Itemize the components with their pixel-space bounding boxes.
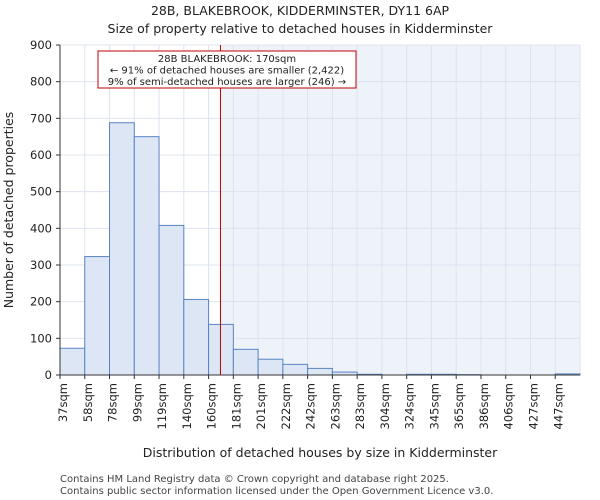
y-tick-label: 500 [30, 185, 52, 199]
y-tick-label: 100 [30, 331, 52, 345]
plot-area: 0 100 200 300 400 500 600 700 800 900 37sqm 58sqm 78… [30, 38, 581, 429]
x-tick-label: 181sqm [229, 383, 243, 429]
bar-37sqm [59, 347, 86, 376]
bar-222sqm [282, 363, 309, 376]
bar-119sqm [158, 224, 185, 376]
x-tick-label: 263sqm [328, 383, 342, 429]
y-tick-label: 300 [30, 258, 52, 272]
annotation-line-3: 9% of semi-detached houses are larger (2… [108, 77, 346, 88]
x-tick-label: 37sqm [56, 383, 70, 422]
x-axis-label: Distribution of detached houses by size … [143, 445, 498, 460]
highlight-region [220, 45, 580, 375]
y-tick-label: 800 [30, 75, 52, 89]
annotation-box [97, 50, 357, 89]
x-tick-label: 427sqm [527, 383, 541, 429]
y-tick-label: 900 [30, 38, 52, 52]
y-tick-label: 700 [30, 111, 52, 125]
annotation-line-2: ← 91% of detached houses are smaller (2,… [110, 66, 344, 77]
x-tick-label: 99sqm [130, 383, 144, 422]
x-tick-label: 78sqm [106, 383, 120, 422]
footer-line-2: Contains public sector information licen… [60, 486, 493, 497]
y-tick-label: 600 [30, 148, 52, 162]
x-tick-label: 386sqm [477, 383, 491, 429]
x-tick-label: 58sqm [81, 383, 95, 422]
footer-line-1: Contains HM Land Registry data © Crown c… [60, 474, 449, 485]
y-tick-label: 200 [30, 295, 52, 309]
x-tick-label: 324sqm [403, 383, 417, 429]
bar-242sqm [307, 367, 333, 376]
x-tick-label: 222sqm [279, 383, 293, 429]
x-tick-label: 119sqm [155, 383, 169, 429]
y-tick-label: 400 [30, 221, 52, 235]
x-tick-label: 201sqm [254, 383, 268, 429]
bar-58sqm [84, 256, 111, 376]
x-tick-label: 283sqm [353, 383, 367, 429]
x-tick-label: 365sqm [452, 383, 466, 429]
x-tick-label: 304sqm [378, 383, 392, 429]
x-tick-label: 406sqm [502, 383, 516, 429]
x-tick-label: 447sqm [551, 383, 565, 429]
x-tick-label: 242sqm [304, 383, 318, 429]
x-tick-label: 140sqm [180, 383, 194, 429]
annotation-line-1: 28B BLAKEBROOK: 170sqm [158, 54, 296, 65]
chart-title-line-2: Size of property relative to detached ho… [108, 21, 494, 36]
bar-140sqm [183, 298, 210, 376]
x-tick-label: 345sqm [427, 383, 441, 429]
bar-78sqm [109, 122, 135, 376]
bar-99sqm [133, 136, 160, 376]
y-axis-label: Number of detached properties [1, 112, 16, 309]
y-tick-label: 0 [45, 368, 52, 382]
x-tick-label: 160sqm [205, 383, 219, 429]
chart-title-line-1: 28B, BLAKEBROOK, KIDDERMINSTER, DY11 6AP [151, 3, 450, 18]
bar-201sqm [257, 358, 284, 376]
bar-181sqm [232, 348, 259, 376]
